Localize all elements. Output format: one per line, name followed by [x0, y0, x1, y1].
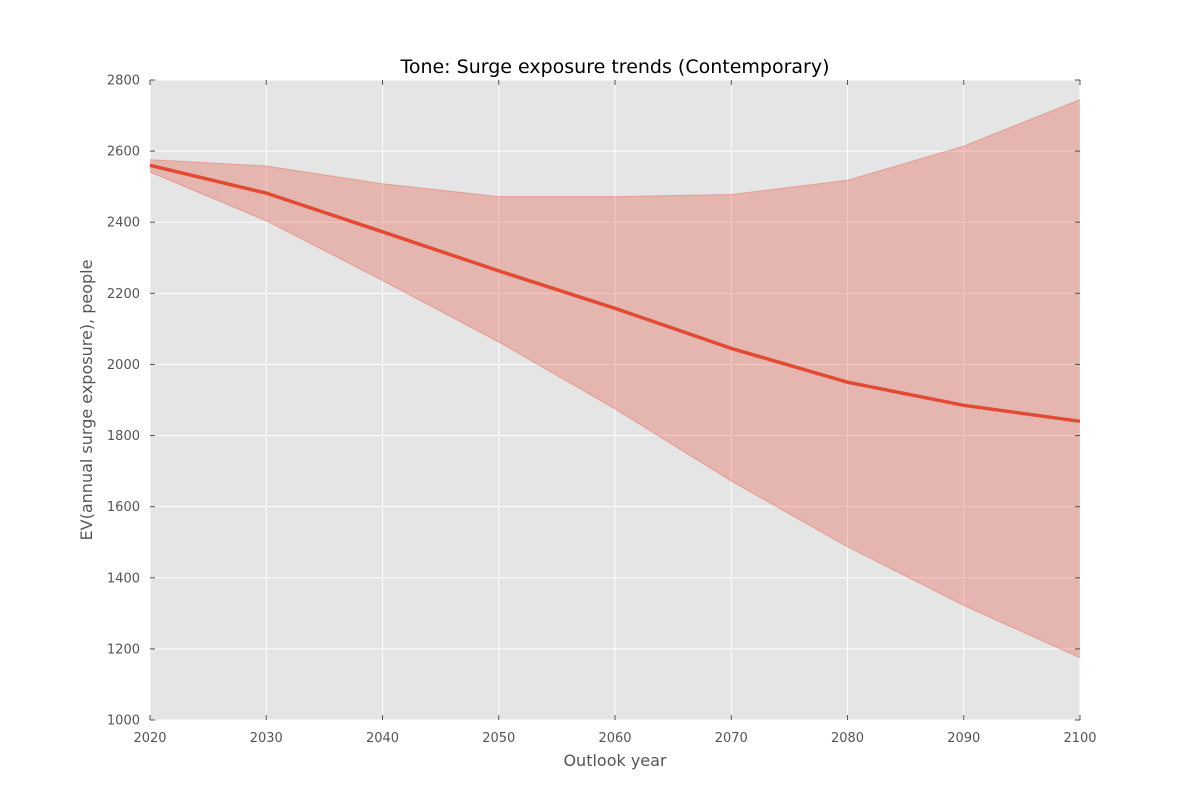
- x-tick-label-2: 2040: [366, 731, 399, 746]
- x-tick-label-1: 2030: [250, 731, 283, 746]
- x-tick-label-4: 2060: [598, 731, 631, 746]
- y-tick-label-8: 2600: [107, 145, 140, 160]
- x-tick-label-6: 2080: [831, 731, 864, 746]
- band-upper-edge: [149, 99, 1081, 198]
- y-tick-label-6: 2200: [107, 287, 140, 302]
- y-tick-label-9: 2800: [107, 74, 140, 89]
- series-line: [149, 163, 1081, 424]
- tick-labels: 2020 2030 2040 2050 2060 2070 2080 2090 2100 1000…: [107, 74, 1097, 747]
- x-tick-label-5: 2070: [715, 731, 748, 746]
- y-tick-label-7: 2400: [107, 216, 140, 231]
- y-tick-label-1: 1200: [107, 642, 140, 657]
- y-tick-label-3: 1600: [107, 500, 140, 515]
- x-tick-label-8: 2100: [1063, 731, 1096, 746]
- band-lower-edge: [149, 171, 1081, 659]
- y-axis-label: EV(annual surge exposure), people: [77, 260, 96, 541]
- y-tick-label-2: 1400: [107, 571, 140, 586]
- x-axis-label: Outlook year: [563, 751, 667, 770]
- y-tick-label-5: 2000: [107, 358, 140, 373]
- x-tick-label-0: 2020: [133, 731, 166, 746]
- y-tick-label-4: 1800: [107, 429, 140, 444]
- axis-ticks: [149, 79, 1081, 721]
- y-tick-label-0: 1000: [107, 714, 140, 729]
- x-tick-label-7: 2090: [947, 731, 980, 746]
- x-tick-label-3: 2050: [482, 731, 515, 746]
- uncertainty-band: [150, 99, 1080, 658]
- chart-title: Tone: Surge exposure trends (Contemporar…: [399, 56, 829, 78]
